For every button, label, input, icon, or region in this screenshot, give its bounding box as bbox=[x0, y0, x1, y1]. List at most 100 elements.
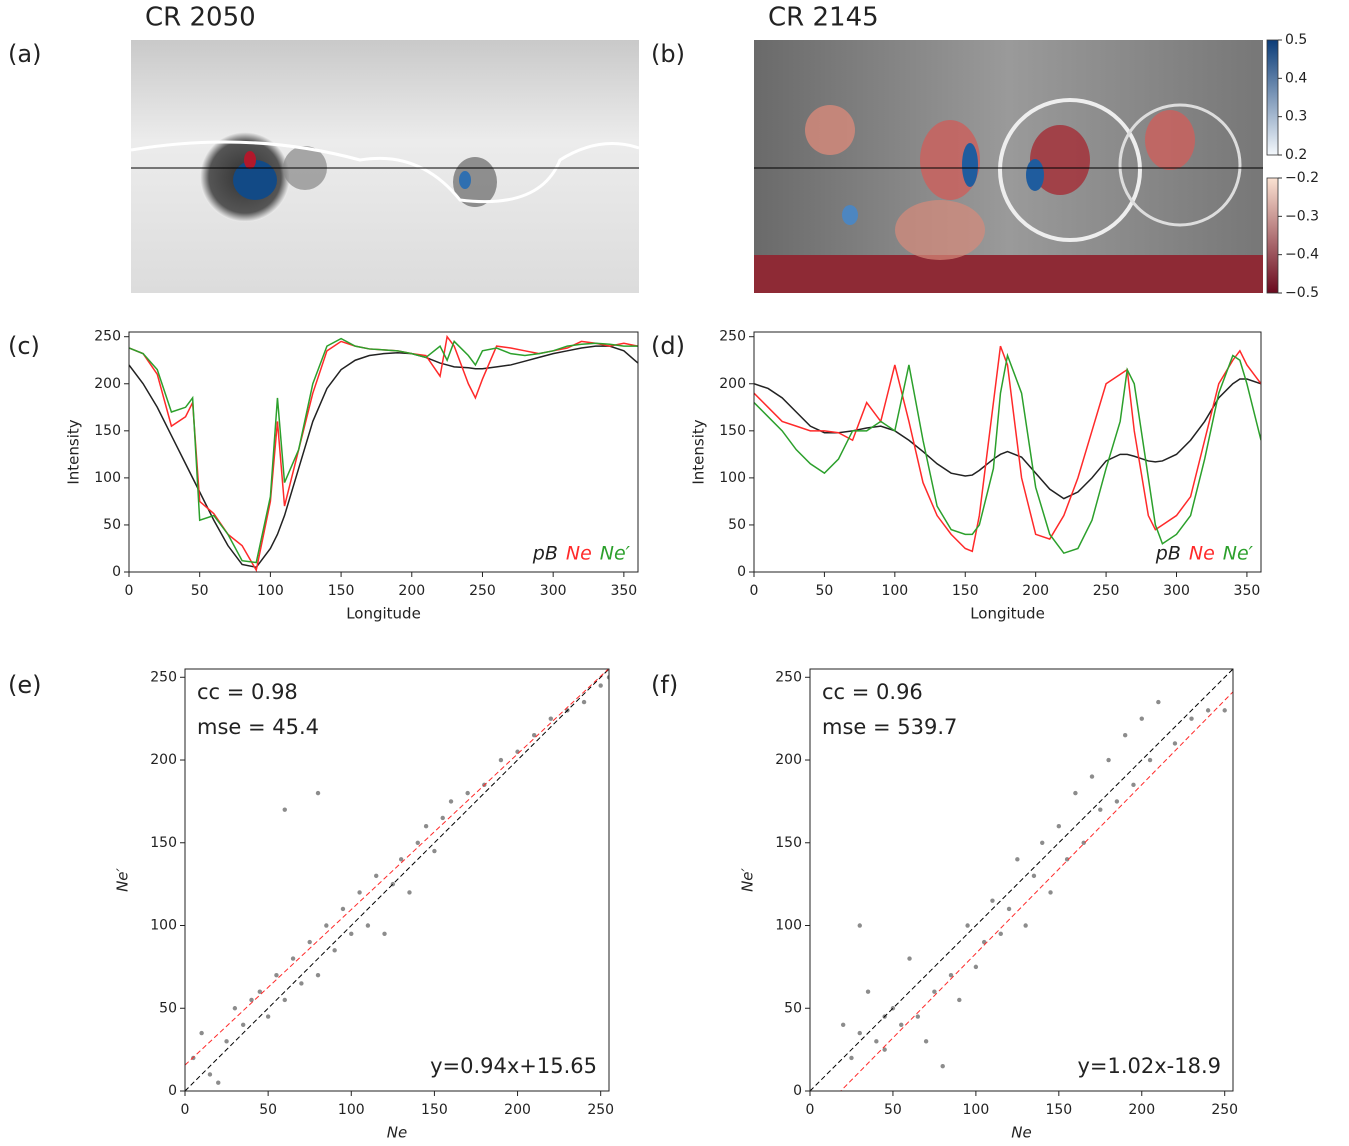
line-series bbox=[754, 346, 1261, 551]
scatter-point bbox=[1148, 758, 1152, 762]
colorbar-tick-label: −0.2 bbox=[1285, 170, 1319, 186]
x-tick-label: 100 bbox=[963, 1102, 990, 1118]
scatter-point bbox=[316, 973, 320, 977]
y-tick-label: 50 bbox=[103, 517, 121, 533]
scatter-point bbox=[416, 841, 420, 845]
scatter-point bbox=[1140, 716, 1144, 720]
legend-entry: pB bbox=[1155, 543, 1181, 565]
scatter-point bbox=[965, 923, 969, 927]
scatter-point bbox=[1098, 807, 1102, 811]
plot-area bbox=[754, 346, 1261, 553]
scatter-point bbox=[957, 998, 961, 1002]
scatter-point bbox=[1007, 907, 1011, 911]
x-tick-label: 200 bbox=[1022, 583, 1049, 599]
plot-frame bbox=[129, 332, 638, 572]
scatter-point bbox=[1223, 708, 1227, 712]
y-tick-label: 150 bbox=[775, 835, 802, 851]
scatter-point bbox=[999, 932, 1003, 936]
x-tick-label: 300 bbox=[540, 583, 567, 599]
y-tick-label: 200 bbox=[719, 376, 746, 392]
x-tick-label: 350 bbox=[1234, 583, 1261, 599]
scatter-point bbox=[424, 824, 428, 828]
x-tick-label: 200 bbox=[504, 1102, 531, 1118]
colorbar-tick-label: −0.5 bbox=[1285, 285, 1319, 301]
x-axis-label: Ne bbox=[1011, 1124, 1031, 1142]
scatter-point bbox=[974, 965, 978, 969]
scatter-point bbox=[224, 1039, 228, 1043]
scatter-point bbox=[274, 973, 278, 977]
scatter-point bbox=[582, 700, 586, 704]
x-axis-label: Longitude bbox=[346, 605, 421, 623]
x-tick-label: 250 bbox=[469, 583, 496, 599]
x-tick-label: 50 bbox=[191, 583, 209, 599]
y-tick-label: 200 bbox=[94, 376, 121, 392]
panel-label: (e) bbox=[8, 671, 42, 699]
scatter-point bbox=[866, 990, 870, 994]
scatter-point bbox=[1023, 923, 1027, 927]
x-tick-label: 0 bbox=[750, 583, 759, 599]
scatter-point bbox=[1040, 841, 1044, 845]
scatter-point bbox=[1106, 758, 1110, 762]
scatter-point bbox=[441, 816, 445, 820]
legend-entry: Ne′ bbox=[600, 543, 631, 565]
scatter-point bbox=[357, 890, 361, 894]
y-tick-label: 250 bbox=[775, 669, 802, 685]
scatter-point bbox=[1189, 716, 1193, 720]
scatter-point bbox=[349, 932, 353, 936]
line-series bbox=[129, 337, 638, 570]
panel-label: (d) bbox=[651, 332, 685, 360]
scatter-point bbox=[1123, 733, 1127, 737]
scatter-point bbox=[1057, 824, 1061, 828]
scatter-point bbox=[199, 1031, 203, 1035]
scatter-point bbox=[907, 956, 911, 960]
scatter-point bbox=[291, 956, 295, 960]
scatter-point bbox=[316, 791, 320, 795]
y-tick-label: 100 bbox=[94, 470, 121, 486]
scatter-point bbox=[924, 1039, 928, 1043]
legend-entry: Ne bbox=[1189, 543, 1215, 565]
panel-label: (b) bbox=[651, 40, 685, 68]
scatter-point bbox=[208, 1072, 212, 1076]
legend-entry: Ne bbox=[566, 543, 592, 565]
scatter-point bbox=[990, 898, 994, 902]
y-tick-label: 250 bbox=[150, 669, 177, 685]
x-tick-label: 100 bbox=[338, 1102, 365, 1118]
scatter-point bbox=[1115, 799, 1119, 803]
x-tick-label: 300 bbox=[1163, 583, 1190, 599]
y-tick-label: 50 bbox=[159, 1000, 177, 1016]
scatter-point bbox=[841, 1023, 845, 1027]
scatter-point bbox=[374, 874, 378, 878]
y-tick-label: 100 bbox=[775, 918, 802, 934]
panel-label: (f) bbox=[651, 671, 678, 699]
scatter-point bbox=[249, 998, 253, 1002]
scatter-point bbox=[341, 907, 345, 911]
scatter-point bbox=[1206, 708, 1210, 712]
scatter-point bbox=[1032, 874, 1036, 878]
scatter-point bbox=[449, 799, 453, 803]
x-tick-label: 200 bbox=[398, 583, 425, 599]
line-series bbox=[129, 339, 638, 563]
scatter-point bbox=[1048, 890, 1052, 894]
scatter-point bbox=[382, 932, 386, 936]
x-tick-label: 200 bbox=[1128, 1102, 1155, 1118]
y-tick-label: 50 bbox=[728, 517, 746, 533]
scatter-point bbox=[366, 923, 370, 927]
scatter-point bbox=[1131, 783, 1135, 787]
y-tick-label: 0 bbox=[112, 564, 121, 580]
scatter-point bbox=[515, 750, 519, 754]
x-tick-label: 250 bbox=[1093, 583, 1120, 599]
scatter-point bbox=[1015, 857, 1019, 861]
annotation: mse = 45.4 bbox=[197, 715, 319, 739]
line-series bbox=[754, 356, 1261, 554]
x-tick-label: 100 bbox=[257, 583, 284, 599]
x-tick-label: 250 bbox=[587, 1102, 614, 1118]
scatter-point bbox=[332, 948, 336, 952]
y-tick-label: 150 bbox=[150, 835, 177, 851]
x-tick-label: 250 bbox=[1211, 1102, 1238, 1118]
y-tick-label: 250 bbox=[719, 329, 746, 345]
scatter-point bbox=[241, 1023, 245, 1027]
image-a bbox=[131, 40, 639, 293]
x-tick-label: 150 bbox=[328, 583, 355, 599]
x-tick-label: 350 bbox=[610, 583, 637, 599]
y-tick-label: 250 bbox=[94, 329, 121, 345]
